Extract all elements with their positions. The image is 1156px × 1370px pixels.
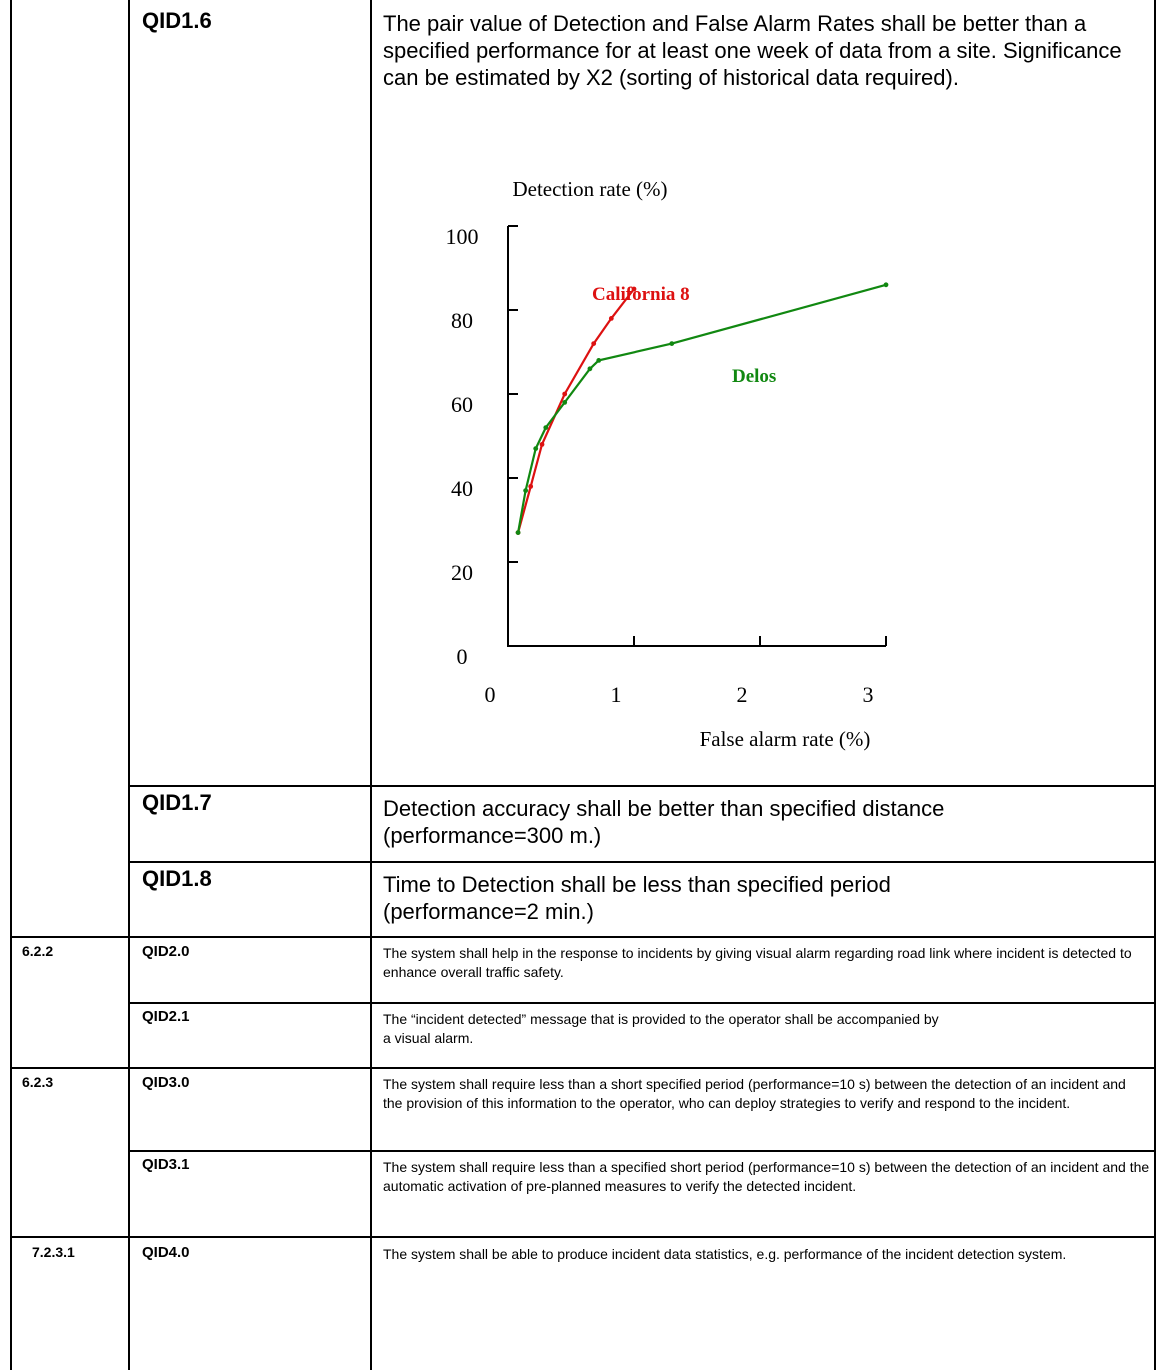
- data-point-delos: [587, 366, 593, 372]
- row-divider: [128, 861, 1156, 863]
- table-left-border-lower: [10, 785, 12, 1370]
- data-point-delos: [533, 446, 539, 451]
- qid-label: QID4.0: [142, 1244, 190, 1261]
- data-point-california-8: [539, 442, 545, 447]
- row-divider: [10, 1067, 1156, 1069]
- requirement-text: The system shall require less than a spe…: [383, 1159, 1150, 1194]
- x-tick-label: 1: [611, 682, 622, 707]
- x-tick-label: 0: [485, 682, 496, 707]
- x-tick-label: 3: [863, 682, 874, 707]
- data-point-delos: [883, 282, 889, 288]
- data-point-delos: [515, 530, 521, 535]
- qid-label: QID2.0: [142, 943, 190, 960]
- y-tick-label: 20: [451, 560, 473, 585]
- data-point-california-8: [562, 391, 568, 397]
- y-tick-label: 100: [446, 224, 479, 249]
- x-tick-label: 2: [737, 682, 748, 707]
- section-number: 6.2.2: [22, 943, 54, 959]
- row-divider: [128, 1150, 1156, 1152]
- requirement-text: The pair value of Detection and False Al…: [383, 11, 1122, 90]
- data-point-delos: [669, 341, 675, 346]
- data-point-delos: [543, 425, 549, 430]
- series-line-california-8: [517, 288, 635, 533]
- y-tick-label: 40: [451, 476, 473, 501]
- detection-vs-false-alarm-chart: Detection rate (%) False alarm rate (%) …: [446, 177, 889, 751]
- data-point-california-8: [608, 316, 614, 321]
- qid-label: QID2.1: [142, 1008, 190, 1025]
- data-point-delos: [562, 400, 568, 405]
- row-divider: [10, 1236, 1156, 1238]
- qid-label: QID1.7: [142, 790, 212, 815]
- column-divider-qid: [370, 0, 372, 1370]
- data-point-delos: [596, 358, 602, 363]
- series-line-delos: [517, 283, 887, 533]
- section-number: 6.2.3: [22, 1074, 54, 1090]
- data-point-delos: [523, 488, 529, 493]
- data-point-california-8: [591, 341, 597, 346]
- requirement-text: The system shall be able to produce inci…: [383, 1246, 1067, 1262]
- requirement-text: The system shall require less than a sho…: [383, 1076, 1126, 1111]
- y-tick-label: 0: [457, 644, 468, 669]
- series-label-delos: Delos: [732, 366, 776, 387]
- qid-label: QID3.1: [142, 1156, 190, 1173]
- requirement-text: Time to Detection shall be less than spe…: [383, 872, 891, 924]
- qid-label: QID1.8: [142, 866, 212, 891]
- table-right-border: [1154, 0, 1156, 1370]
- row-divider: [128, 785, 1156, 787]
- requirement-text: The “incident detected” message that is …: [383, 1011, 939, 1046]
- row-divider: [10, 936, 1156, 938]
- column-divider-section: [128, 0, 130, 1370]
- row-divider: [128, 1002, 1156, 1004]
- requirement-text: Detection accuracy shall be better than …: [383, 796, 945, 848]
- y-tick-label: 80: [451, 308, 473, 333]
- data-point-california-8: [631, 286, 637, 292]
- series-label-california-8: California 8: [592, 284, 690, 305]
- data-point-california-8: [528, 484, 534, 489]
- qid-label: QID3.0: [142, 1074, 190, 1091]
- y-tick-label: 60: [451, 392, 473, 417]
- qid-label: QID1.6: [142, 8, 212, 33]
- table-left-border: [10, 0, 12, 785]
- requirement-text: The system shall help in the response to…: [383, 945, 1132, 980]
- y-axis-label: Detection rate (%): [512, 177, 667, 201]
- section-number: 7.2.3.1: [32, 1244, 75, 1260]
- x-axis-label: False alarm rate (%): [700, 727, 871, 751]
